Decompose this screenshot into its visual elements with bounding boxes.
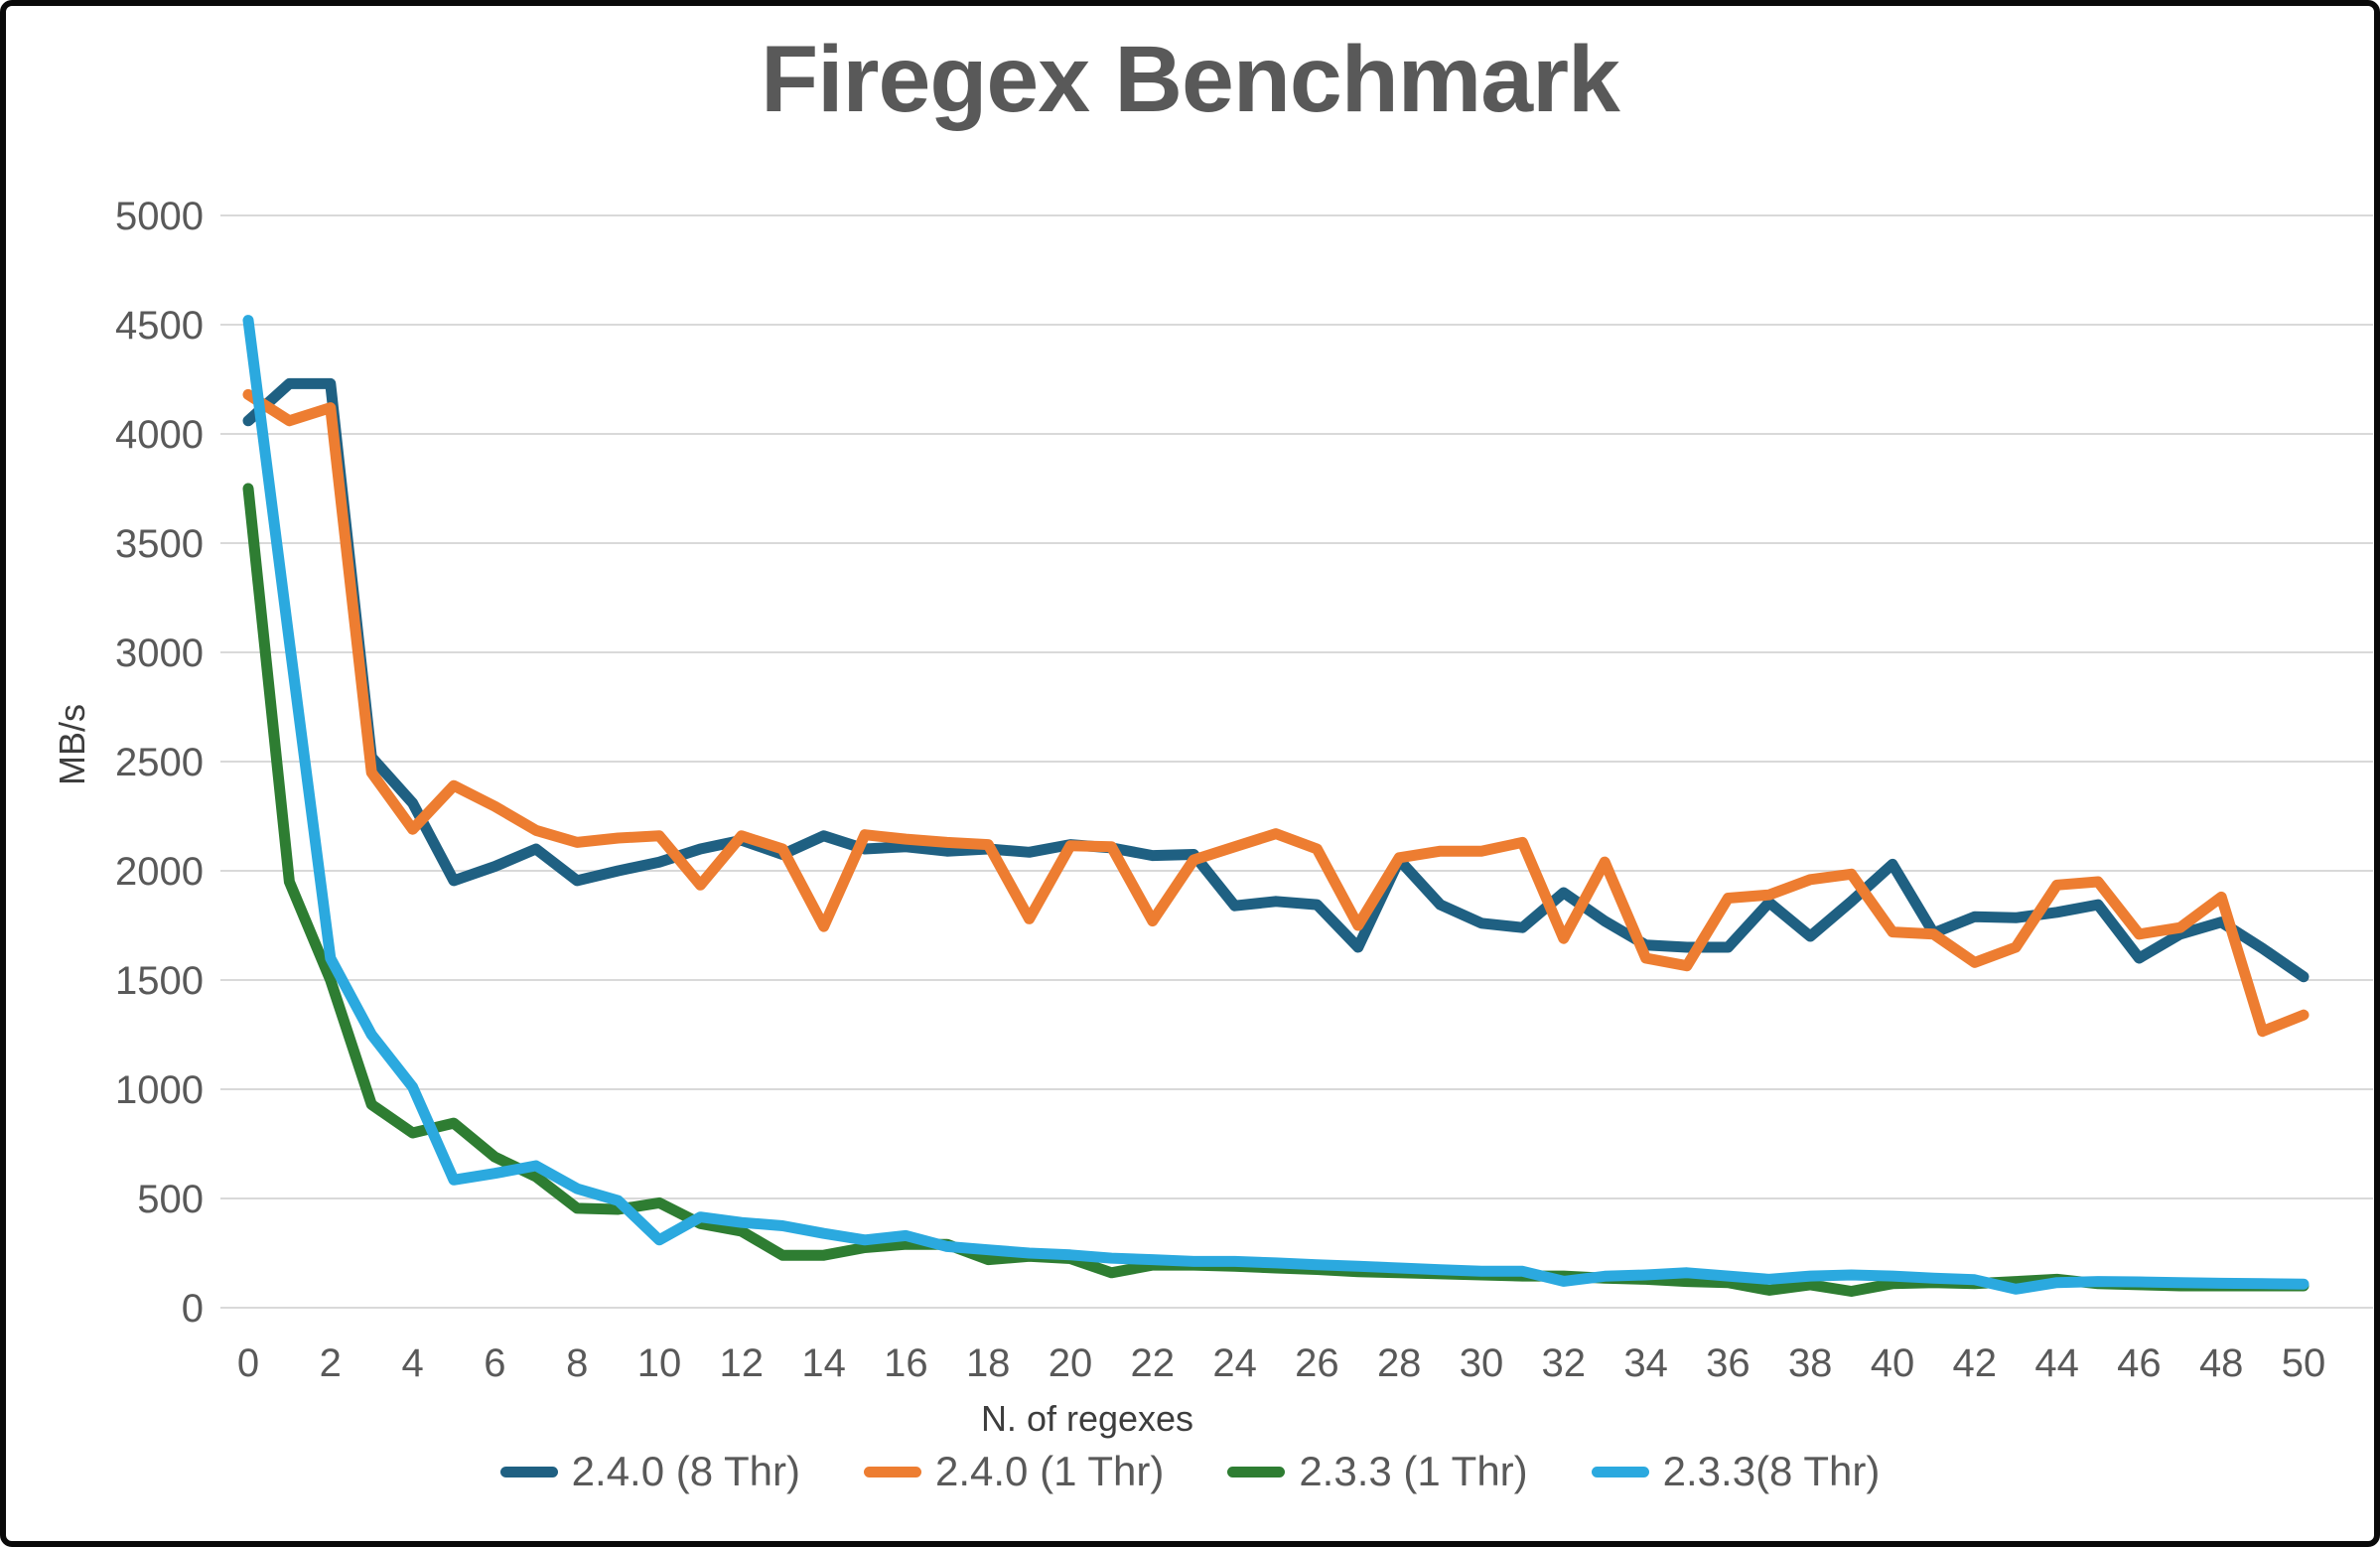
legend-label: 2.4.0 (8 Thr) bbox=[571, 1448, 800, 1494]
x-tick-label-44: 44 bbox=[2034, 1341, 2079, 1385]
x-tick-label-2: 2 bbox=[320, 1341, 342, 1385]
x-tick-label-22: 22 bbox=[1131, 1341, 1176, 1385]
y-tick-label-3000: 3000 bbox=[115, 632, 204, 675]
series-line-2-4-0-1-thr- bbox=[242, 388, 2310, 1038]
y-tick-label-4000: 4000 bbox=[115, 413, 204, 457]
x-tick-label-48: 48 bbox=[2199, 1341, 2244, 1385]
legend-swatch bbox=[499, 1466, 558, 1477]
x-tick-label-24: 24 bbox=[1212, 1341, 1257, 1385]
x-tick-label-20: 20 bbox=[1049, 1341, 1093, 1385]
x-tick-label-6: 6 bbox=[484, 1341, 505, 1385]
x-tick-label-26: 26 bbox=[1295, 1341, 1339, 1385]
x-tick-label-38: 38 bbox=[1788, 1341, 1833, 1385]
x-tick-label-16: 16 bbox=[884, 1341, 928, 1385]
x-tick-label-18: 18 bbox=[966, 1341, 1011, 1385]
legend-swatch bbox=[1591, 1466, 1649, 1477]
y-tick-label-1000: 1000 bbox=[115, 1068, 204, 1112]
legend-label: 2.3.3 (1 Thr) bbox=[1299, 1448, 1528, 1494]
y-tick-label-4500: 4500 bbox=[115, 304, 204, 348]
x-tick-label-42: 42 bbox=[1953, 1341, 1998, 1385]
y-tick-label-3500: 3500 bbox=[115, 522, 204, 566]
x-tick-label-0: 0 bbox=[237, 1341, 259, 1385]
legend-item-2-4-0-8-thr-: 2.4.0 (8 Thr) bbox=[499, 1448, 800, 1495]
x-tick-label-36: 36 bbox=[1706, 1341, 1750, 1385]
x-tick-label-8: 8 bbox=[566, 1341, 588, 1385]
x-tick-label-4: 4 bbox=[401, 1341, 423, 1385]
x-tick-label-34: 34 bbox=[1623, 1341, 1668, 1385]
series-line-2-3-3-1-thr- bbox=[242, 483, 2310, 1297]
x-axis-tick-labels: 0 2 4 6 8 10 12 14 16 18 20 22 24 26 28 30 32 34 36 38 40 42 4… bbox=[237, 1341, 2325, 1385]
y-tick-label-2500: 2500 bbox=[115, 741, 204, 784]
x-tick-label-28: 28 bbox=[1377, 1341, 1422, 1385]
x-tick-label-30: 30 bbox=[1460, 1341, 1504, 1385]
x-axis-title: N. of regexes bbox=[980, 1398, 1194, 1439]
legend-item-2-3-3-8-thr-: 2.3.3(8 Thr) bbox=[1591, 1448, 1881, 1495]
chart-title: Firegex Benchmark bbox=[761, 27, 1620, 132]
x-tick-label-10: 10 bbox=[637, 1341, 682, 1385]
series-line-2-4-0-8-thr- bbox=[242, 377, 2310, 983]
y-tick-label-5000: 5000 bbox=[115, 195, 204, 238]
series-line-2-3-3-8-thr- bbox=[242, 315, 2310, 1295]
y-tick-label-500: 500 bbox=[137, 1178, 204, 1221]
legend-label: 2.4.0 (1 Thr) bbox=[935, 1448, 1165, 1494]
x-tick-label-32: 32 bbox=[1542, 1341, 1587, 1385]
x-tick-label-50: 50 bbox=[2282, 1341, 2326, 1385]
x-tick-label-46: 46 bbox=[2117, 1341, 2162, 1385]
legend-item-2-3-3-1-thr-: 2.3.3 (1 Thr) bbox=[1227, 1448, 1528, 1495]
legend-swatch bbox=[1227, 1466, 1286, 1477]
y-tick-label-1500: 1500 bbox=[115, 959, 204, 1003]
legend-swatch bbox=[864, 1466, 921, 1477]
y-axis-tick-labels: 0 500 1000 1500 2000 2500 3000 3500 4000 4500 5000 bbox=[115, 195, 204, 1331]
x-tick-label-40: 40 bbox=[1871, 1341, 1915, 1385]
x-tick-label-14: 14 bbox=[801, 1341, 846, 1385]
chart-legend: 2.4.0 (8 Thr) 2.4.0 (1 Thr) 2.3.3 (1 Thr) 2… bbox=[0, 1448, 2380, 1495]
y-tick-label-0: 0 bbox=[182, 1287, 204, 1331]
y-tick-label-2000: 2000 bbox=[115, 850, 204, 894]
x-tick-label-12: 12 bbox=[720, 1341, 765, 1385]
legend-label: 2.3.3(8 Thr) bbox=[1662, 1448, 1881, 1494]
legend-item-2-4-0-1-thr-: 2.4.0 (1 Thr) bbox=[864, 1448, 1164, 1495]
gridlines bbox=[220, 214, 2373, 1309]
